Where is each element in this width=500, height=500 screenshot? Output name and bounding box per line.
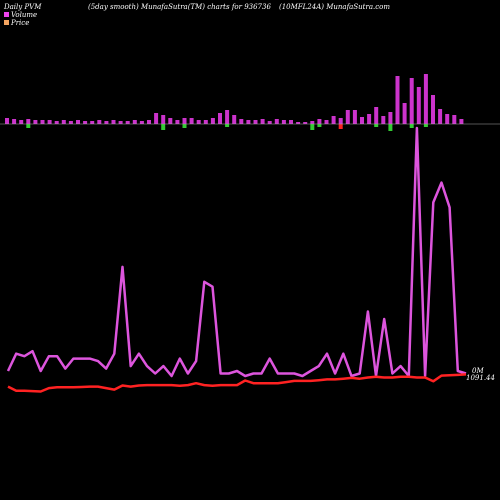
volume-bar xyxy=(452,115,457,124)
volume-bar-down xyxy=(317,124,322,127)
volume-bar xyxy=(189,118,194,124)
volume-bar xyxy=(90,121,95,124)
volume-bar xyxy=(196,120,201,124)
legend-label-price: Price xyxy=(10,19,29,27)
volume-bar xyxy=(147,120,151,124)
volume-bar xyxy=(338,118,343,124)
volume-bar xyxy=(210,118,215,124)
volume-bar xyxy=(182,118,187,124)
volume-bar-down xyxy=(388,124,393,131)
legend-swatch-volume xyxy=(4,12,9,17)
volume-bar-down xyxy=(161,124,166,130)
volume-bar xyxy=(132,120,137,124)
volume-bar xyxy=(246,120,251,124)
volume-bar-down xyxy=(423,124,428,127)
volume-bar xyxy=(296,122,301,124)
volume-line xyxy=(6,126,467,378)
volume-bar-down xyxy=(338,124,343,129)
volume-bar xyxy=(33,120,38,124)
legend-label-volume: Volume xyxy=(11,11,37,19)
volume-bar xyxy=(438,109,443,124)
volume-bar xyxy=(395,76,400,124)
volume-bar xyxy=(367,114,372,124)
volume-bar xyxy=(239,119,244,124)
header-title-center: (5day smooth) MunafaSutra(TM) charts for… xyxy=(88,3,271,11)
volume-bar xyxy=(416,87,421,124)
volume-bar xyxy=(431,95,435,124)
volume-bar-down xyxy=(26,124,31,128)
volume-bar xyxy=(303,122,308,124)
volume-bar xyxy=(345,110,350,124)
volume-bar xyxy=(61,120,66,124)
volume-bar-down xyxy=(409,124,414,128)
volume-bar xyxy=(409,78,414,124)
volume-bar xyxy=(175,120,180,124)
volume-bar xyxy=(374,107,379,124)
volume-end-label: 0M xyxy=(472,367,484,375)
volume-bar xyxy=(76,120,80,124)
volume-bar xyxy=(274,119,279,124)
volume-bar xyxy=(47,120,52,124)
volume-bar xyxy=(381,116,386,124)
volume-bar xyxy=(19,120,24,124)
price-end-label: 1091.44 xyxy=(466,374,495,382)
header-title-right: (10MFL24A) MunafaSutra.com xyxy=(279,3,390,11)
volume-bar xyxy=(111,120,116,124)
volume-bar xyxy=(161,115,166,124)
header-title-left: Daily PVM xyxy=(3,3,42,11)
volume-bar xyxy=(232,115,237,124)
volume-bar-down xyxy=(182,124,187,128)
legend: Volume Price xyxy=(4,11,37,27)
volume-bar xyxy=(5,118,9,124)
volume-bar-down xyxy=(225,124,230,127)
volume-bar xyxy=(97,120,102,124)
volume-bar xyxy=(310,121,315,124)
volume-bar xyxy=(324,120,329,124)
volume-bar xyxy=(168,118,173,124)
volume-bar xyxy=(459,119,464,124)
volume-bar xyxy=(40,120,45,124)
volume-bar xyxy=(260,119,265,124)
volume-bar xyxy=(402,103,407,124)
volume-bar xyxy=(267,121,272,124)
volume-bar xyxy=(26,119,31,124)
volume-bar xyxy=(139,121,144,124)
volume-bar xyxy=(388,112,393,124)
volume-bar xyxy=(352,110,357,124)
volume-bar xyxy=(253,120,258,124)
price-line xyxy=(7,373,467,393)
volume-bar xyxy=(154,113,159,124)
volume-bar xyxy=(360,117,364,124)
volume-bar xyxy=(331,116,336,124)
volume-bar xyxy=(281,120,286,124)
volume-bar xyxy=(68,121,73,124)
volume-bar xyxy=(104,121,109,124)
volume-bar xyxy=(83,121,88,124)
volume-bar xyxy=(225,110,230,124)
volume-bar-down xyxy=(374,124,379,127)
volume-bar xyxy=(218,113,222,124)
legend-swatch-price xyxy=(4,20,9,25)
volume-bar xyxy=(289,120,293,124)
volume-bar xyxy=(118,121,123,124)
volume-bar xyxy=(445,114,450,124)
volume-bar xyxy=(203,120,208,124)
volume-bar-down xyxy=(310,124,315,130)
volume-bar xyxy=(12,119,17,124)
volume-bar xyxy=(54,121,59,124)
volume-bar xyxy=(423,74,428,124)
volume-bar xyxy=(125,121,130,124)
volume-bar xyxy=(317,119,322,124)
volume-bars xyxy=(5,74,464,131)
